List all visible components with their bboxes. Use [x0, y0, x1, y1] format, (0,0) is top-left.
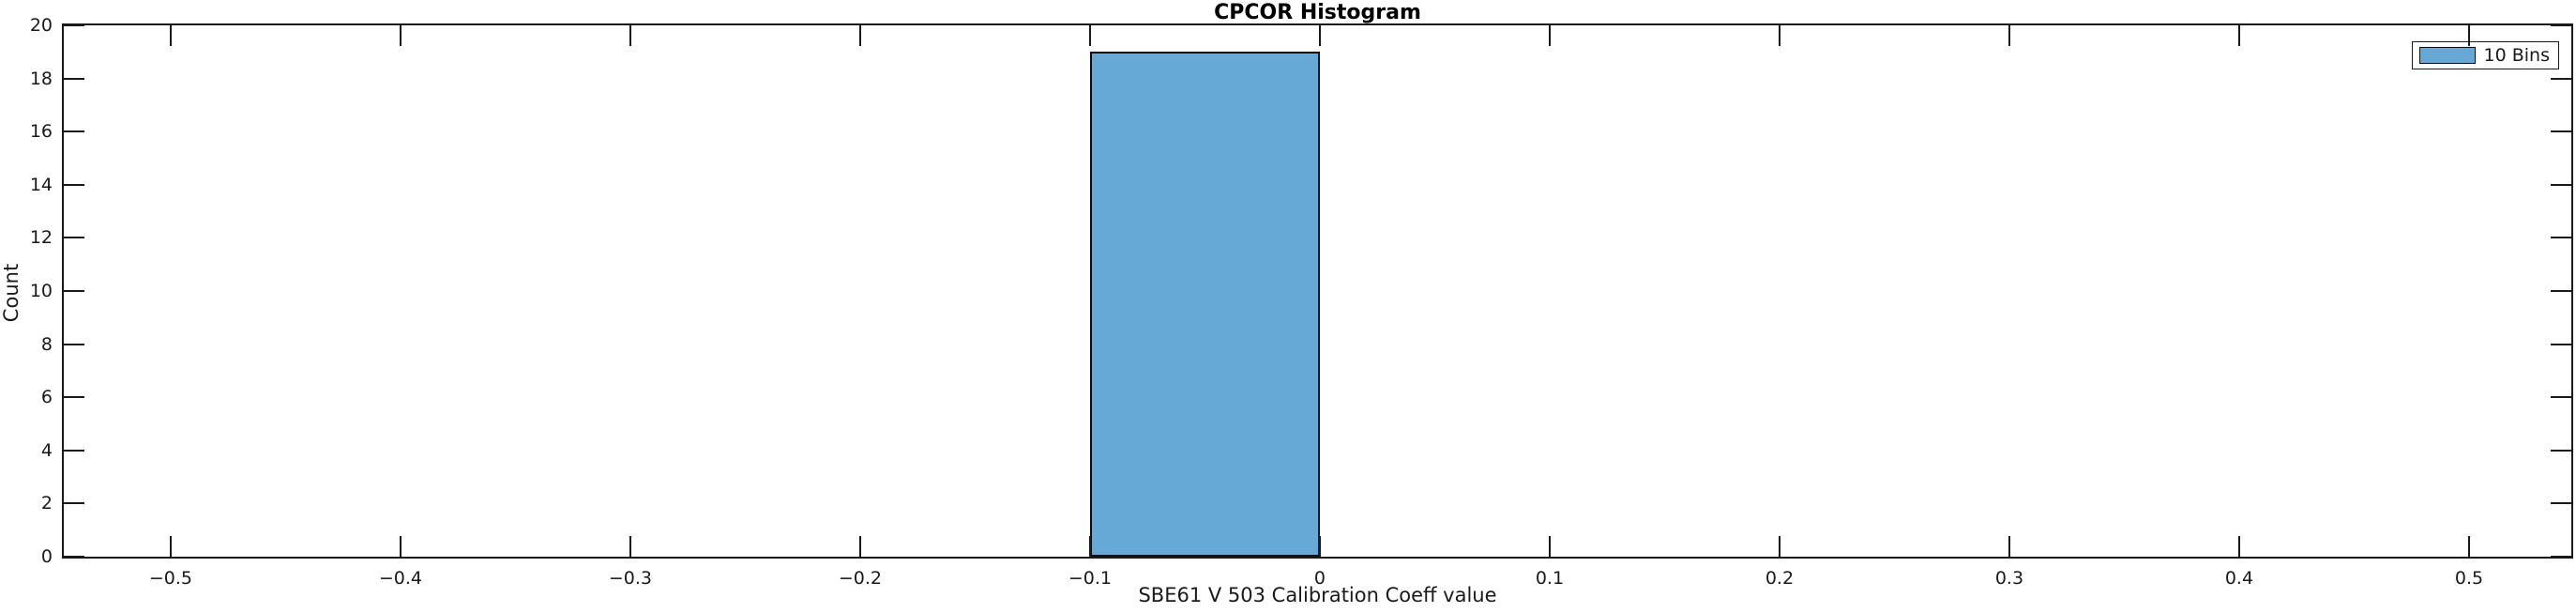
- y-tick-label: 14: [29, 174, 53, 195]
- y-tick-left: [64, 556, 84, 558]
- y-tick-left: [64, 290, 84, 292]
- x-tick-label: −0.2: [838, 568, 883, 589]
- x-tick-top: [629, 25, 631, 46]
- x-tick-bottom: [629, 536, 631, 557]
- x-tick-label: 0.4: [2224, 568, 2254, 589]
- plot-area: 10 Bins −0.5 −0.4 −0.3 −0.2 −0.1 0 0.1 0.2 0.3 0.…: [30, 15, 2573, 589]
- y-tick-left: [64, 24, 84, 26]
- y-tick-right: [2551, 130, 2571, 133]
- x-tick-label: 0: [1313, 568, 1326, 589]
- y-tick-left: [64, 396, 84, 399]
- x-tick-bottom: [1548, 536, 1551, 557]
- y-tick-right: [2551, 449, 2571, 452]
- x-tick-bottom: [858, 536, 861, 557]
- x-tick-label: −0.4: [378, 568, 422, 589]
- x-tick-label: 0.1: [1535, 568, 1565, 589]
- y-tick-label: 20: [29, 15, 53, 36]
- y-tick-label: 8: [40, 333, 53, 355]
- y-tick-left: [64, 77, 84, 80]
- x-tick-label: 0.2: [1765, 568, 1795, 589]
- chart-title: CPCOR Histogram: [1214, 1, 1421, 24]
- y-tick-right: [2551, 237, 2571, 239]
- x-tick-bottom: [1318, 536, 1321, 557]
- y-tick-label: 16: [29, 121, 53, 143]
- x-tick-bottom: [399, 536, 402, 557]
- y-tick-left: [64, 130, 84, 133]
- y-tick-right: [2551, 396, 2571, 399]
- y-axis-label: Count: [0, 263, 23, 323]
- y-tick-right: [2551, 183, 2571, 186]
- x-tick-top: [399, 25, 402, 46]
- y-tick-right: [2551, 77, 2571, 80]
- x-axis-label: SBE61 V 503 Calibration Coeff value: [1138, 584, 1497, 606]
- legend: 10 Bins: [2411, 41, 2559, 69]
- x-tick-bottom: [2008, 536, 2010, 557]
- y-tick-left: [64, 502, 84, 505]
- y-tick-label: 10: [29, 281, 53, 301]
- y-tick-right: [2551, 556, 2571, 558]
- y-tick-right: [2551, 24, 2571, 26]
- y-tick-right: [2551, 502, 2571, 505]
- y-tick-left: [64, 237, 84, 239]
- y-tick-label: 12: [29, 227, 53, 249]
- x-tick-label: −0.5: [148, 568, 192, 589]
- y-tick-left: [64, 343, 84, 345]
- x-tick-bottom: [2467, 536, 2470, 557]
- x-tick-label: 0.5: [2454, 568, 2484, 589]
- y-tick-left: [64, 449, 84, 452]
- x-tick-label: −0.3: [608, 568, 652, 589]
- y-tick-label: 18: [29, 68, 53, 89]
- x-tick-top: [1318, 25, 1321, 46]
- histogram-bar: [1089, 52, 1320, 557]
- x-tick-top: [858, 25, 861, 46]
- y-tick-right: [2551, 290, 2571, 292]
- x-tick-bottom: [169, 536, 172, 557]
- y-tick-label: 6: [40, 387, 53, 408]
- x-tick-top: [2237, 25, 2240, 46]
- y-tick-label: 2: [40, 493, 53, 514]
- y-tick-label: 0: [40, 546, 53, 567]
- x-tick-bottom: [2237, 536, 2240, 557]
- x-tick-top: [2467, 25, 2470, 46]
- legend-label: 10 Bins: [2483, 44, 2550, 66]
- x-tick-bottom: [1778, 536, 1780, 557]
- y-tick-right: [2551, 343, 2571, 345]
- x-tick-top: [169, 25, 172, 46]
- x-tick-top: [2008, 25, 2010, 46]
- legend-swatch-10-bins-icon: [2418, 47, 2476, 64]
- x-tick-label: −0.1: [1068, 568, 1113, 589]
- x-tick-top: [1548, 25, 1551, 46]
- x-tick-label: 0.3: [1994, 568, 2024, 589]
- x-tick-bottom: [1088, 536, 1091, 557]
- y-tick-label: 4: [40, 439, 53, 461]
- x-tick-top: [1778, 25, 1780, 46]
- y-tick-left: [64, 183, 84, 186]
- x-tick-top: [1088, 25, 1091, 46]
